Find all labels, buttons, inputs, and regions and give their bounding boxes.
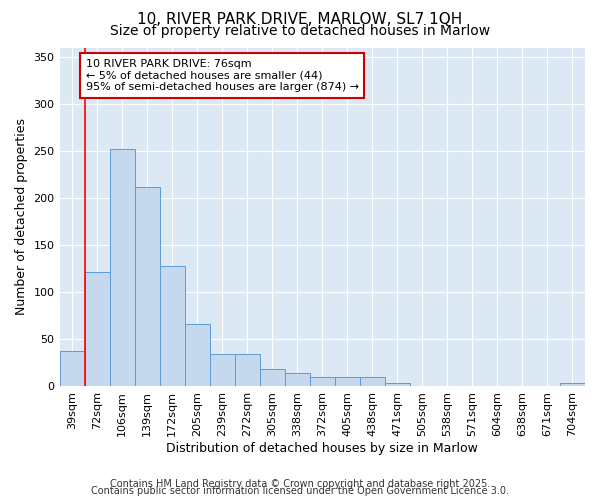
Bar — [560, 382, 585, 386]
Bar — [160, 266, 185, 386]
Text: Size of property relative to detached houses in Marlow: Size of property relative to detached ho… — [110, 24, 490, 38]
Bar — [235, 354, 260, 386]
Bar — [185, 324, 209, 386]
Text: Contains public sector information licensed under the Open Government Licence 3.: Contains public sector information licen… — [91, 486, 509, 496]
Bar — [335, 377, 360, 386]
Bar — [285, 374, 310, 386]
Bar — [134, 187, 160, 386]
Bar — [85, 272, 110, 386]
Bar — [110, 149, 134, 386]
Bar — [260, 368, 285, 386]
Bar — [310, 377, 335, 386]
Bar — [209, 354, 235, 386]
Bar — [59, 350, 85, 386]
Text: Contains HM Land Registry data © Crown copyright and database right 2025.: Contains HM Land Registry data © Crown c… — [110, 479, 490, 489]
Text: 10, RIVER PARK DRIVE, MARLOW, SL7 1QH: 10, RIVER PARK DRIVE, MARLOW, SL7 1QH — [137, 12, 463, 28]
Y-axis label: Number of detached properties: Number of detached properties — [15, 118, 28, 316]
Bar — [360, 377, 385, 386]
X-axis label: Distribution of detached houses by size in Marlow: Distribution of detached houses by size … — [166, 442, 478, 455]
Text: 10 RIVER PARK DRIVE: 76sqm
← 5% of detached houses are smaller (44)
95% of semi-: 10 RIVER PARK DRIVE: 76sqm ← 5% of detac… — [86, 59, 359, 92]
Bar — [385, 382, 410, 386]
